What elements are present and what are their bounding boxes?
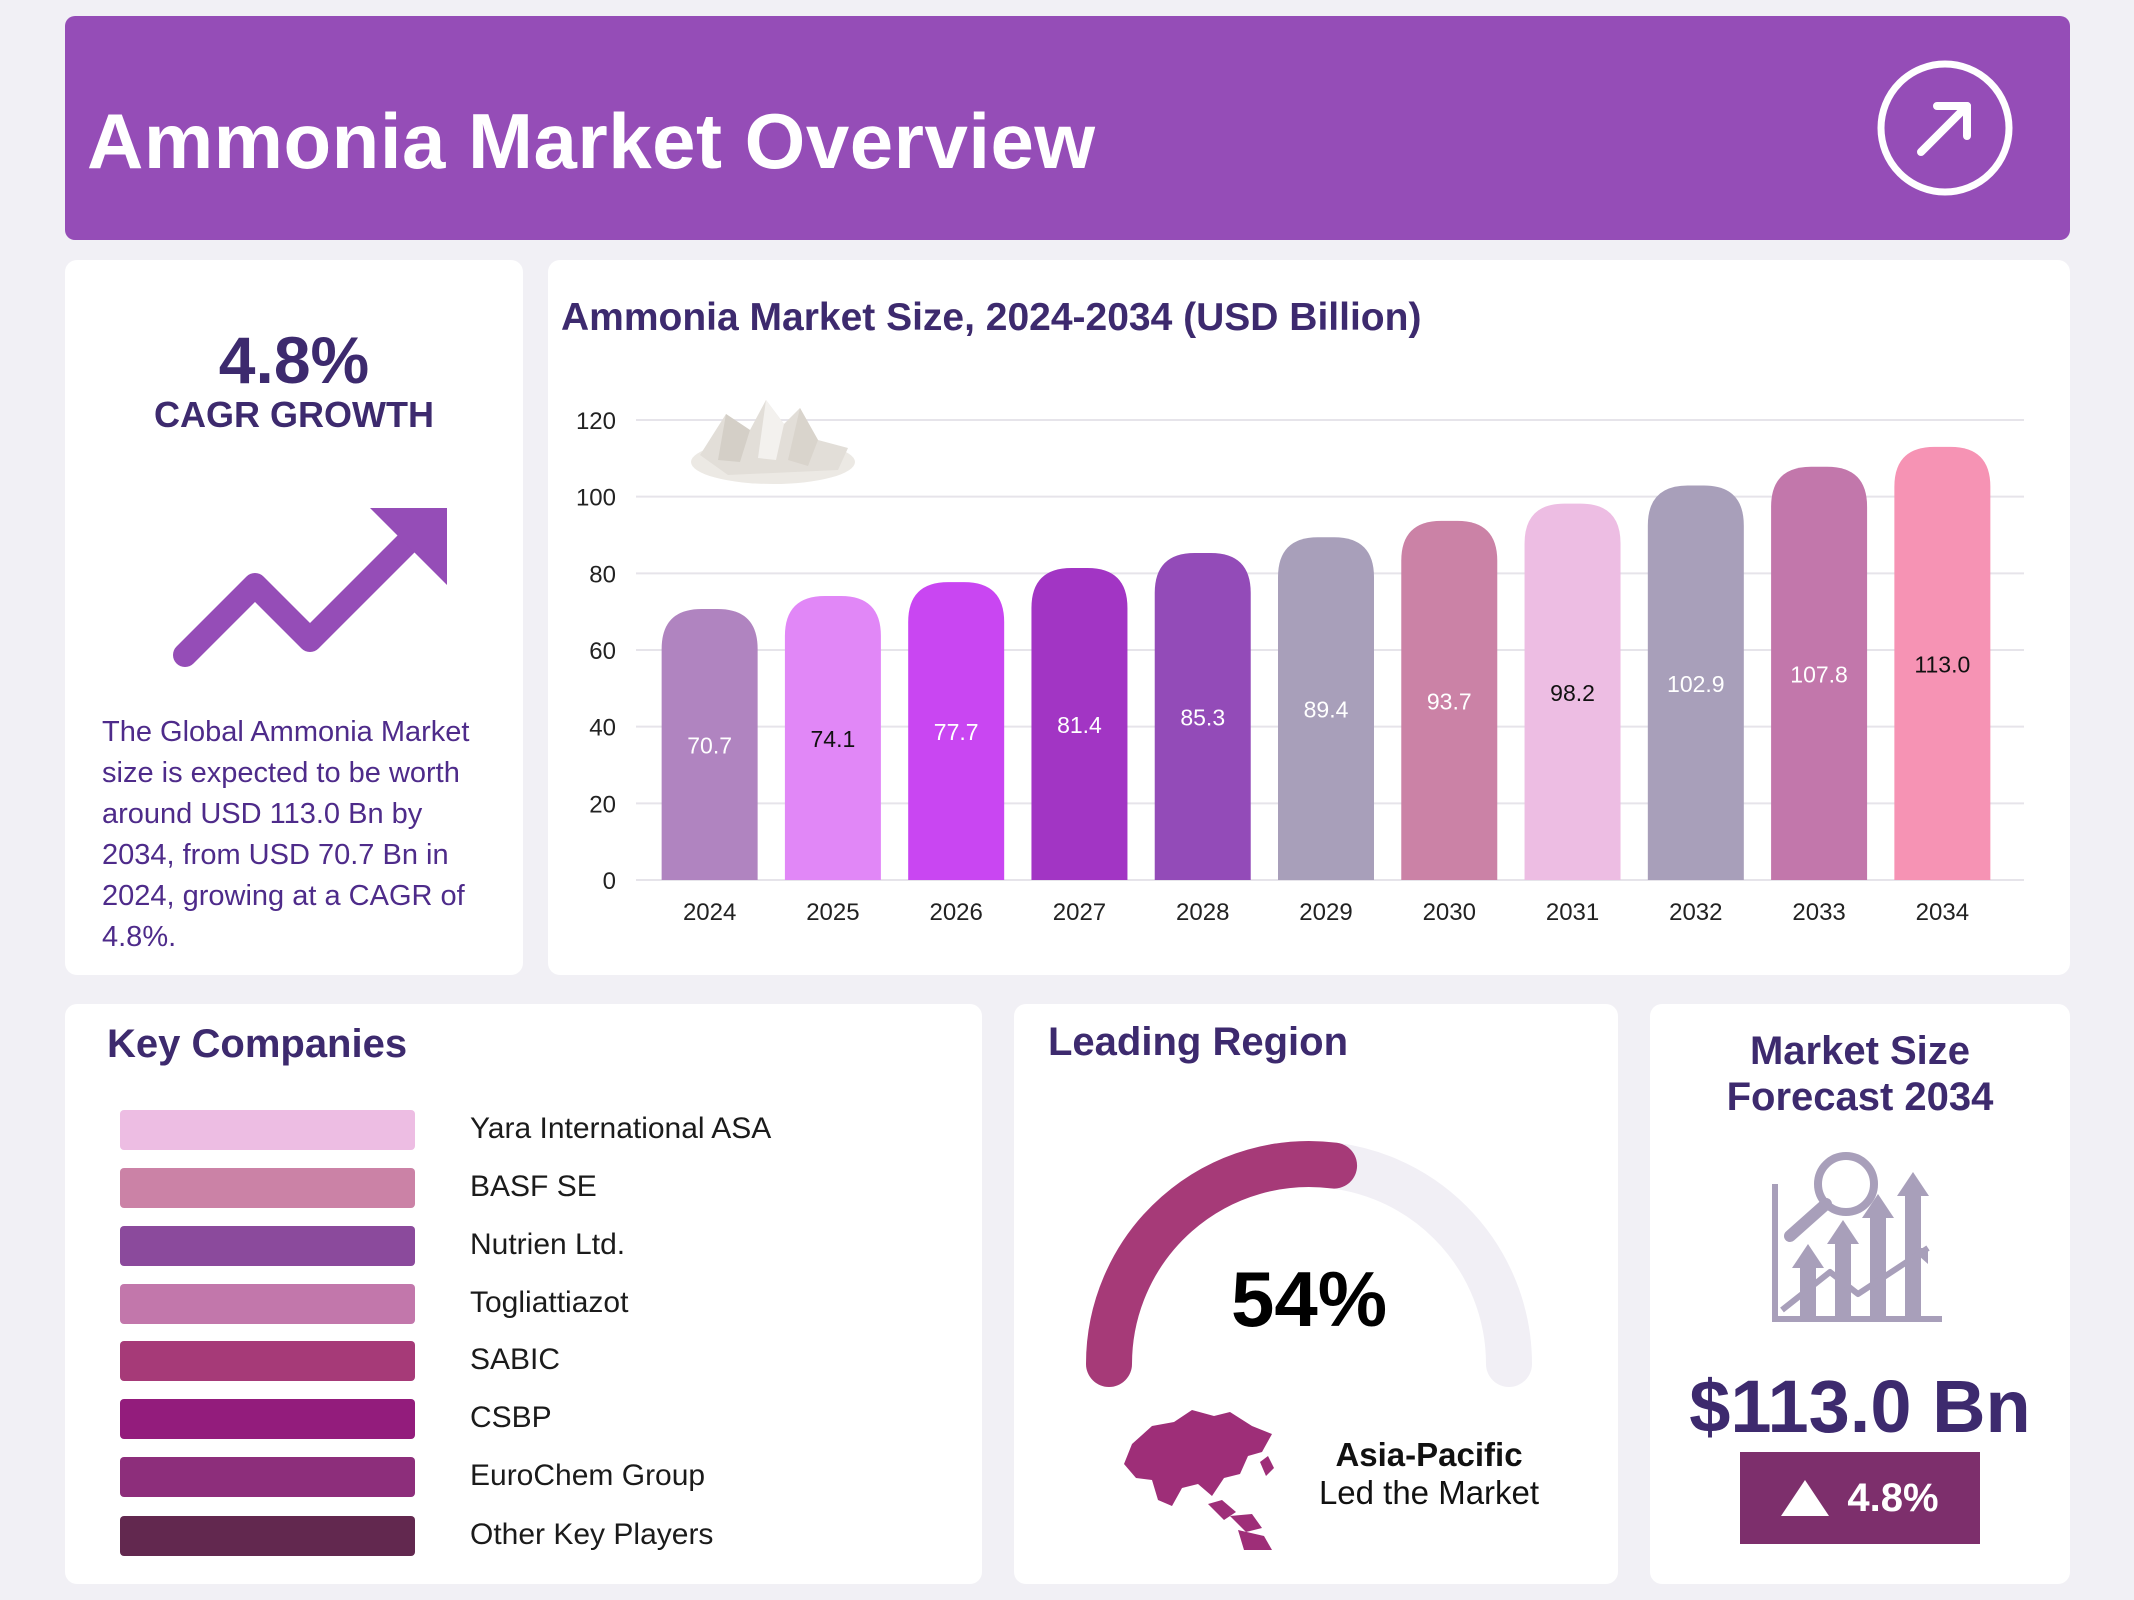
company-swatch	[120, 1516, 415, 1556]
cagr-description: The Global Ammonia Market size is expect…	[102, 716, 470, 953]
x-tick-label: 2033	[1792, 899, 1845, 926]
x-tick-label: 2026	[929, 899, 982, 926]
x-tick-label: 2032	[1669, 899, 1722, 926]
bar-value-label: 102.9	[1667, 671, 1725, 697]
company-swatch	[120, 1284, 415, 1324]
bar-2034	[1894, 446, 1991, 880]
asia-pacific-map-icon	[1124, 1410, 1274, 1550]
triangle-up-icon	[1781, 1480, 1830, 1516]
bar-value-label: 93.7	[1427, 688, 1472, 714]
ammonia-crystal-image	[691, 400, 855, 484]
bar-2026	[908, 582, 1005, 880]
y-tick-label: 40	[589, 715, 616, 742]
company-row: EuroChem Group	[120, 1457, 920, 1497]
company-name: Nutrien Ltd.	[470, 1228, 626, 1261]
key-companies-card: Key Companies Yara International ASA BAS…	[65, 1004, 982, 1584]
bar-2031	[1524, 503, 1621, 880]
region-title: Leading Region	[1048, 1020, 1348, 1064]
bar-2029	[1278, 537, 1374, 880]
forecast-title-line2: Forecast 2034	[1726, 1075, 1994, 1119]
y-tick-label: 100	[576, 485, 616, 512]
company-swatch	[120, 1399, 415, 1439]
market-size-chart-card: Ammonia Market Size, 2024-2034 (USD Bill…	[548, 260, 2070, 975]
company-row: Nutrien Ltd.	[120, 1226, 920, 1266]
company-row: Yara International ASA	[120, 1110, 920, 1150]
x-tick-label: 2031	[1546, 899, 1599, 926]
gauge-fill	[1086, 1141, 1358, 1387]
page-title: Ammonia Market Overview	[87, 97, 1096, 185]
bar-value-label: 89.4	[1304, 697, 1349, 723]
company-name: BASF SE	[470, 1170, 597, 1203]
region-name: Asia-Pacific	[1335, 1436, 1523, 1473]
region-subtitle: Led the Market	[1318, 1474, 1540, 1511]
bar-value-label: 85.3	[1180, 705, 1225, 731]
company-name: Togliattiazot	[470, 1286, 629, 1319]
x-tick-label: 2024	[683, 899, 736, 926]
cagr-card: 4.8% CAGR GROWTH The Global Ammonia Mark…	[65, 260, 523, 975]
chart-title: Ammonia Market Size, 2024-2034 (USD Bill…	[561, 296, 1422, 339]
growth-badge: 4.8%	[1740, 1452, 1980, 1544]
company-name: CSBP	[470, 1401, 552, 1434]
company-name: Yara International ASA	[470, 1112, 772, 1145]
x-tick-label: 2029	[1299, 899, 1352, 926]
bar-value-label: 70.7	[687, 732, 732, 758]
bar-value-label: 98.2	[1550, 680, 1595, 706]
cagr-label: CAGR GROWTH	[154, 394, 434, 435]
company-swatch	[120, 1168, 415, 1208]
x-tick-label: 2027	[1053, 899, 1106, 926]
bar-2028	[1154, 553, 1251, 880]
bar-value-label: 77.7	[934, 719, 979, 745]
arrow-up-right-icon[interactable]	[1875, 58, 2015, 198]
company-name: EuroChem Group	[470, 1459, 706, 1492]
bar-value-label: 113.0	[1914, 651, 1970, 677]
x-tick-label: 2028	[1176, 899, 1229, 926]
forecast-card: Market Size Forecast 2034 $113.0 Bn 4.8%	[1650, 1004, 2070, 1584]
y-tick-label: 80	[589, 561, 616, 588]
company-name: SABIC	[470, 1343, 561, 1376]
cagr-value: 4.8%	[218, 323, 370, 397]
growth-badge-value: 4.8%	[1847, 1475, 1939, 1520]
company-swatch	[120, 1341, 415, 1381]
x-tick-label: 2025	[806, 899, 859, 926]
bar-2030	[1401, 520, 1498, 880]
company-row: Togliattiazot	[120, 1284, 920, 1324]
y-tick-label: 0	[603, 868, 616, 895]
x-tick-label: 2030	[1423, 899, 1476, 926]
bar-value-label: 74.1	[811, 726, 856, 752]
forecast-title-line1: Market Size	[1749, 1029, 1971, 1073]
bar-2032	[1647, 485, 1744, 880]
companies-title: Key Companies	[107, 1022, 408, 1066]
region-share-value: 54%	[1230, 1255, 1388, 1343]
trend-up-arrow-icon	[173, 508, 447, 667]
growth-chart-magnifier-icon	[1772, 1152, 1942, 1322]
bar-2024	[661, 608, 758, 880]
y-tick-label: 60	[589, 638, 616, 665]
leading-region-card: Leading Region 54% Asia-Pacific Led the …	[1014, 1004, 1618, 1584]
forecast-title: Market Size Forecast 2034	[1650, 1028, 2070, 1120]
bar-2027	[1031, 567, 1128, 880]
company-swatch	[120, 1226, 415, 1266]
company-swatch	[120, 1457, 415, 1497]
y-tick-label: 20	[589, 791, 616, 818]
bar-value-label: 107.8	[1790, 661, 1848, 687]
company-row: SABIC	[120, 1341, 920, 1381]
header-banner: Ammonia Market Overview	[65, 16, 2070, 240]
x-tick-label: 2034	[1916, 899, 1969, 926]
bar-2025	[784, 595, 881, 880]
y-tick-label: 120	[576, 408, 616, 435]
bar-chart: 0 20 40 60 80 100 120 70.7 2024 74.1 2025 77.7 2026…	[576, 400, 2024, 926]
company-swatch	[120, 1110, 415, 1150]
bar-value-label: 81.4	[1057, 712, 1102, 738]
forecast-value: $113.0 Bn	[1689, 1365, 2031, 1448]
company-row: Other Key Players	[120, 1516, 920, 1556]
company-name: Other Key Players	[470, 1518, 714, 1551]
region-share-gauge	[1086, 1141, 1532, 1387]
company-row: BASF SE	[120, 1168, 920, 1208]
bar-2033	[1771, 466, 1868, 880]
company-row: CSBP	[120, 1399, 920, 1439]
